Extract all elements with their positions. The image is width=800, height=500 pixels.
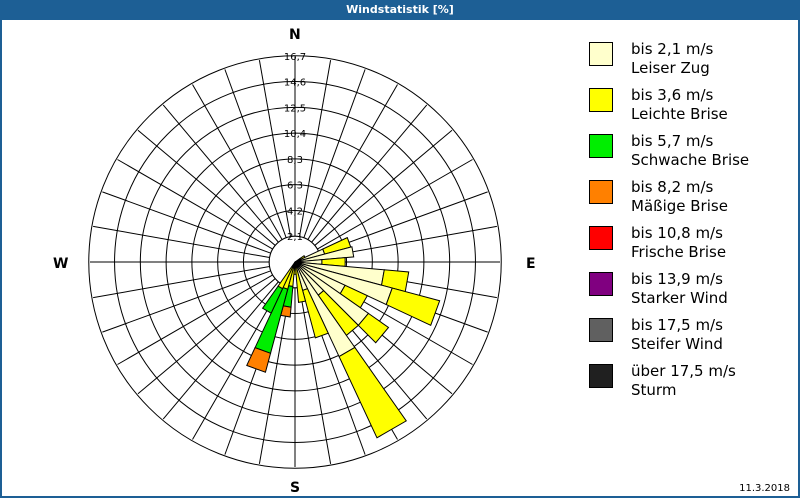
legend-range: bis 8,2 m/s <box>631 178 714 196</box>
legend-label: Frische Brise <box>631 243 727 261</box>
grid-spoke <box>307 84 398 240</box>
wind-wedge <box>261 285 284 314</box>
legend-range: bis 3,6 m/s <box>631 86 714 104</box>
legend-label: Schwache Brise <box>631 151 750 169</box>
grid-spoke <box>102 191 271 254</box>
grid-spoke <box>298 60 332 237</box>
radial-tick-label: 2,1 <box>287 232 303 243</box>
legend-range: über 17,5 m/s <box>631 362 736 380</box>
legend-label: Leiser Zug <box>631 59 710 77</box>
legend-label: Steifer Wind <box>631 335 723 353</box>
grid-spoke <box>258 60 292 237</box>
legend-range: bis 17,5 m/s <box>631 316 723 334</box>
legend-item: über 17,5 m/s Sturm <box>589 362 789 408</box>
grid-spoke <box>258 287 292 464</box>
legend-range: bis 10,8 m/s <box>631 224 723 242</box>
window-title: Windstatistik [%] <box>0 0 800 20</box>
legend-item: bis 17,5 m/s Steifer Wind <box>589 316 789 362</box>
legend-swatch <box>589 88 613 112</box>
grid-spoke <box>102 270 271 333</box>
legend-item: bis 2,1 m/s Leiser Zug <box>589 40 789 86</box>
grid-spoke <box>117 274 273 365</box>
legend-swatch <box>589 134 613 158</box>
north-label: N <box>289 27 301 43</box>
grid-spoke <box>311 104 428 243</box>
legend-range: bis 13,9 m/s <box>631 270 723 288</box>
legend-item: bis 5,7 m/s Schwache Brise <box>589 132 789 178</box>
grid-spoke <box>298 287 332 464</box>
radial-tick-label: 12,5 <box>284 103 306 114</box>
radial-tick-label: 10,4 <box>284 129 306 140</box>
legend-swatch <box>589 272 613 296</box>
grid-spoke <box>162 104 279 243</box>
legend-swatch <box>589 226 613 250</box>
legend-swatch <box>589 42 613 66</box>
grid-spoke <box>137 278 276 395</box>
legend-item: bis 10,8 m/s Frische Brise <box>589 224 789 270</box>
grid-spoke <box>93 225 270 259</box>
wind-wedge <box>357 312 390 344</box>
grid-spoke <box>162 281 279 420</box>
radial-tick-label: 6,3 <box>287 181 303 192</box>
wind-wedge <box>302 288 329 339</box>
legend-range: bis 2,1 m/s <box>631 40 714 58</box>
radial-tick-label: 4,2 <box>287 206 303 217</box>
grid-spoke <box>137 129 276 246</box>
legend-label: Leichte Brise <box>631 105 728 123</box>
grid-spoke <box>192 84 283 240</box>
grid-ring <box>88 55 502 469</box>
wind-wedge <box>385 287 441 326</box>
legend-swatch <box>589 364 613 388</box>
legend-item: bis 3,6 m/s Leichte Brise <box>589 86 789 132</box>
grid-spoke <box>303 69 366 238</box>
date-label: 11.3.2018 <box>739 483 790 494</box>
legend: bis 2,1 m/s Leiser Zug bis 3,6 m/s Leichte… <box>589 40 789 408</box>
legend-swatch <box>589 180 613 204</box>
legend-item: bis 8,2 m/s Mäßige Brise <box>589 178 789 224</box>
legend-label: Mäßige Brise <box>631 197 728 215</box>
legend-label: Sturm <box>631 381 677 399</box>
grid-spoke <box>93 265 270 299</box>
legend-range: bis 5,7 m/s <box>631 132 714 150</box>
legend-swatch <box>589 318 613 342</box>
grid-spoke <box>317 159 473 250</box>
grid-spoke <box>224 69 287 238</box>
legend-label: Starker Wind <box>631 289 728 307</box>
radial-tick-label: 16,7 <box>284 52 306 63</box>
west-label: W <box>53 256 69 272</box>
grid-spoke <box>117 159 273 250</box>
east-label: E <box>526 256 536 272</box>
radial-tick-label: 14,6 <box>284 78 306 89</box>
south-label: S <box>290 480 301 496</box>
radial-tick-label: 8,3 <box>287 155 303 166</box>
wind-wedge <box>246 347 272 373</box>
grid-spoke <box>314 129 453 246</box>
legend-item: bis 13,9 m/s Starker Wind <box>589 270 789 316</box>
wind-wedge <box>338 346 407 439</box>
